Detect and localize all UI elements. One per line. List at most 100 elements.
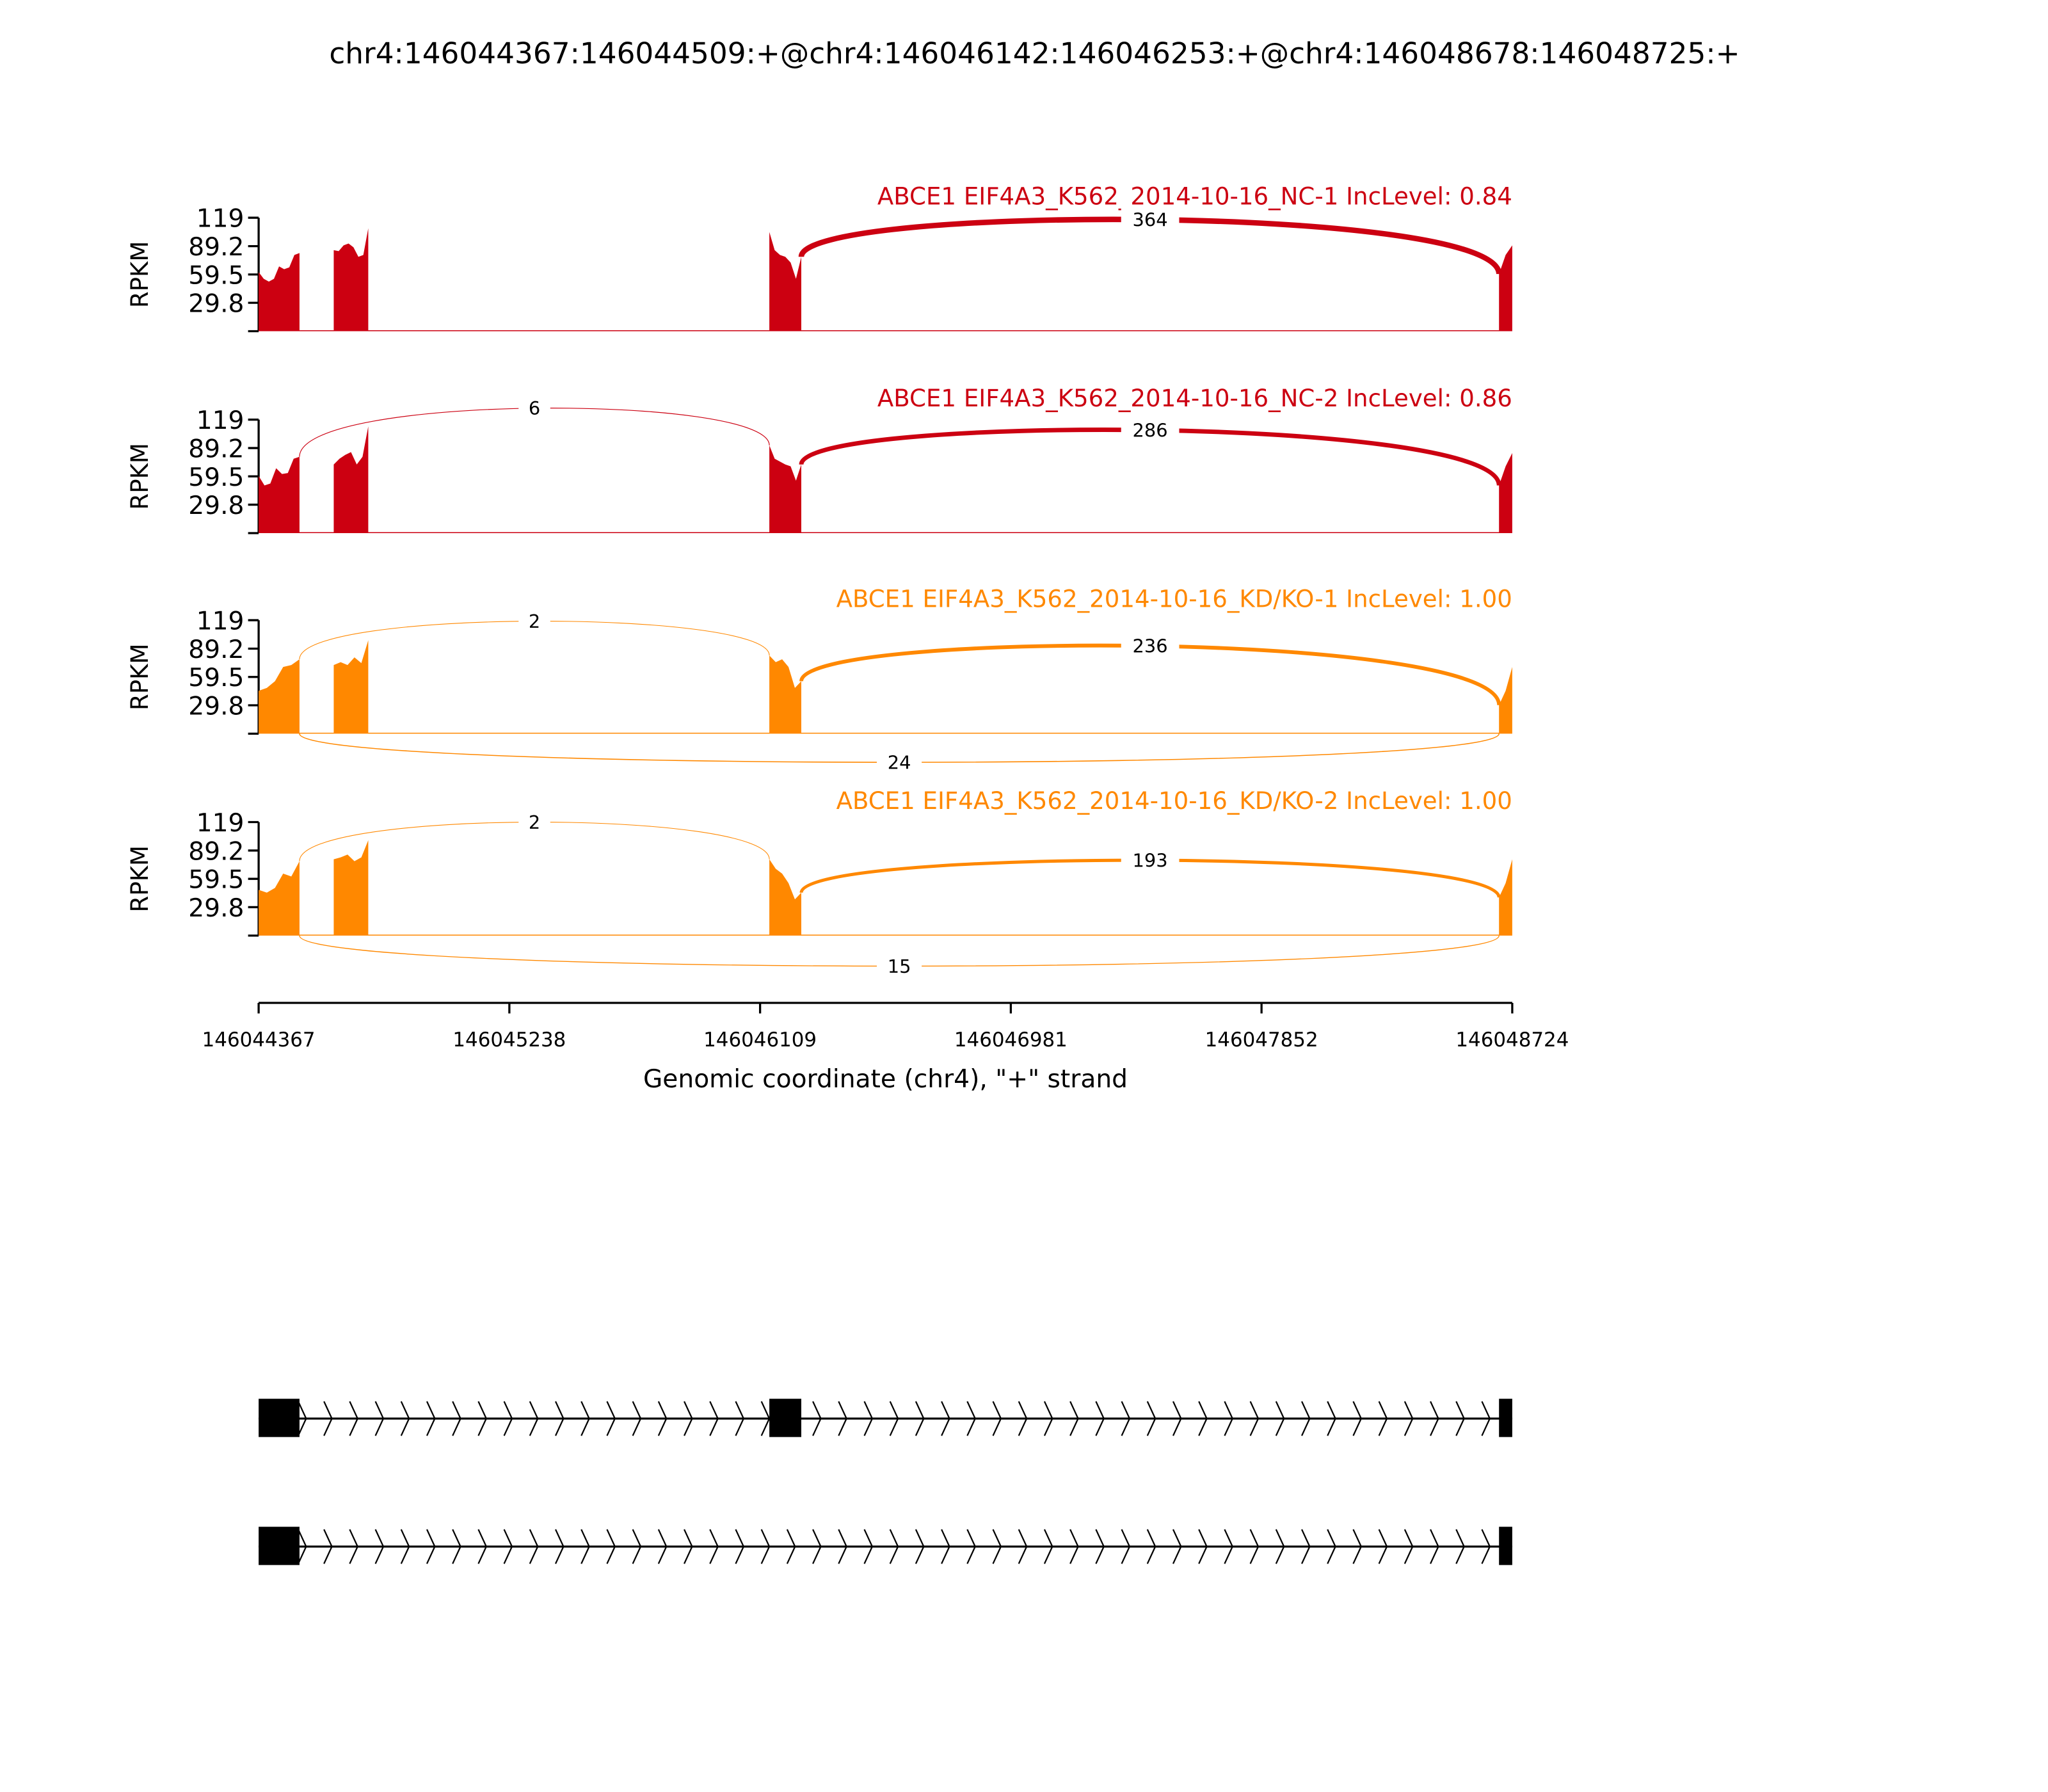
strand-chevron-icon <box>529 1529 539 1564</box>
junction-count: 24 <box>888 751 911 773</box>
strand-chevron-icon <box>1224 1529 1234 1564</box>
strand-chevron-icon <box>1043 1401 1053 1436</box>
strand-chevron-icon <box>1455 1401 1465 1436</box>
strand-chevron-icon <box>1198 1401 1208 1436</box>
y-axis-label: RPKM <box>126 443 154 510</box>
strand-chevron-icon <box>1069 1401 1079 1436</box>
strand-chevron-icon <box>915 1529 925 1564</box>
sample-label: ABCE1 EIF4A3_K562_2014-10-16_NC-1 IncLev… <box>877 183 1512 211</box>
sample-panel: ABCE1 EIF4A3_K562_2014-10-16_NC-2 IncLev… <box>126 385 1512 534</box>
y-tick-label: 59.5 <box>188 463 244 492</box>
coverage-area <box>259 426 1512 533</box>
strand-chevron-icon <box>1198 1529 1208 1564</box>
strand-chevron-icon <box>1275 1529 1285 1564</box>
junction-count: 2 <box>529 812 540 833</box>
strand-chevron-icon <box>1069 1529 1079 1564</box>
strand-chevron-icon <box>374 1529 385 1564</box>
strand-chevron-icon <box>1481 1529 1491 1564</box>
strand-chevron-icon <box>1430 1529 1439 1564</box>
strand-chevron-icon <box>786 1529 796 1564</box>
strand-chevron-icon <box>1018 1529 1028 1564</box>
strand-chevron-icon <box>838 1529 847 1564</box>
junction-count: 193 <box>1133 849 1168 871</box>
exon-block <box>1499 1398 1512 1437</box>
strand-chevron-icon <box>632 1529 642 1564</box>
y-tick-label: 119 <box>196 607 244 636</box>
junction-label-bg <box>1121 634 1180 658</box>
y-tick-label: 29.8 <box>188 290 244 319</box>
strand-chevron-icon <box>297 1529 307 1564</box>
junction-label-bg <box>518 396 550 420</box>
x-tick-label: 146047852 <box>1205 1028 1318 1052</box>
strand-chevron-icon <box>915 1401 925 1436</box>
strand-chevron-icon <box>1378 1401 1388 1436</box>
strand-chevron-icon <box>863 1529 874 1564</box>
strand-chevron-icon <box>657 1401 668 1436</box>
sample-panel: ABCE1 EIF4A3_K562_2014-10-16_NC-1 IncLev… <box>126 183 1512 333</box>
junction-label-bg <box>877 750 922 774</box>
sample-label: ABCE1 EIF4A3_K562_2014-10-16_KD/KO-1 Inc… <box>836 585 1512 612</box>
strand-chevron-icon <box>323 1401 333 1436</box>
strand-chevron-icon <box>503 1529 513 1564</box>
strand-chevron-icon <box>1455 1529 1465 1564</box>
strand-chevron-icon <box>503 1401 513 1436</box>
strand-chevron-icon <box>1249 1529 1260 1564</box>
junction-label-bg <box>518 609 550 634</box>
sample-label: ABCE1 EIF4A3_K562_2014-10-16_NC-2 IncLev… <box>877 385 1512 412</box>
strand-chevron-icon <box>1121 1529 1131 1564</box>
strand-chevron-icon <box>1018 1401 1028 1436</box>
strand-chevron-icon <box>889 1529 899 1564</box>
strand-chevron-icon <box>555 1529 564 1564</box>
strand-chevron-icon <box>735 1401 745 1436</box>
strand-chevron-icon <box>1352 1529 1363 1564</box>
strand-chevron-icon <box>966 1401 976 1436</box>
y-tick-label: 89.2 <box>188 636 244 664</box>
strand-chevron-icon <box>580 1529 590 1564</box>
strand-chevron-icon <box>889 1401 899 1436</box>
strand-chevron-icon <box>1224 1401 1234 1436</box>
y-tick-label: 89.2 <box>188 837 244 866</box>
strand-chevron-icon <box>606 1401 616 1436</box>
strand-chevron-icon <box>1300 1401 1311 1436</box>
junction-count: 6 <box>529 397 540 419</box>
strand-chevron-icon <box>760 1401 771 1436</box>
strand-chevron-icon <box>1430 1401 1439 1436</box>
strand-chevron-icon <box>349 1529 359 1564</box>
y-tick-label: 119 <box>196 406 244 435</box>
strand-chevron-icon <box>992 1529 1002 1564</box>
strand-chevron-icon <box>1404 1401 1414 1436</box>
strand-chevron-icon <box>684 1401 693 1436</box>
strand-chevron-icon <box>400 1529 410 1564</box>
strand-chevron-icon <box>1327 1401 1336 1436</box>
isoform-track <box>259 1526 1512 1565</box>
y-axis-label: RPKM <box>126 241 154 308</box>
strand-chevron-icon <box>400 1401 410 1436</box>
junction-count: 2 <box>529 611 540 632</box>
coverage-area <box>259 228 1512 332</box>
y-tick-label: 29.8 <box>188 492 244 520</box>
strand-chevron-icon <box>760 1529 771 1564</box>
strand-chevron-icon <box>812 1401 822 1436</box>
strand-chevron-icon <box>709 1401 719 1436</box>
strand-chevron-icon <box>1481 1401 1491 1436</box>
strand-chevron-icon <box>941 1529 950 1564</box>
strand-chevron-icon <box>735 1529 745 1564</box>
strand-chevron-icon <box>426 1529 436 1564</box>
sample-panel: ABCE1 EIF4A3_K562_2014-10-16_KD/KO-2 Inc… <box>126 787 1512 979</box>
y-tick-label: 89.2 <box>188 435 244 464</box>
strand-chevron-icon <box>374 1401 385 1436</box>
strand-chevron-icon <box>1095 1529 1105 1564</box>
strand-chevron-icon <box>452 1529 461 1564</box>
x-tick-label: 146045238 <box>452 1028 566 1052</box>
y-axis-label: RPKM <box>126 845 154 913</box>
junction-label-bg <box>1121 418 1180 442</box>
strand-chevron-icon <box>1043 1529 1053 1564</box>
strand-chevron-icon <box>477 1401 488 1436</box>
x-tick-label: 146046981 <box>954 1028 1068 1052</box>
strand-chevron-icon <box>1172 1529 1182 1564</box>
strand-chevron-icon <box>1378 1529 1388 1564</box>
y-tick-label: 89.2 <box>188 233 244 262</box>
strand-chevron-icon <box>1146 1529 1156 1564</box>
x-tick-label: 146048724 <box>1455 1028 1569 1052</box>
strand-chevron-icon <box>657 1529 668 1564</box>
